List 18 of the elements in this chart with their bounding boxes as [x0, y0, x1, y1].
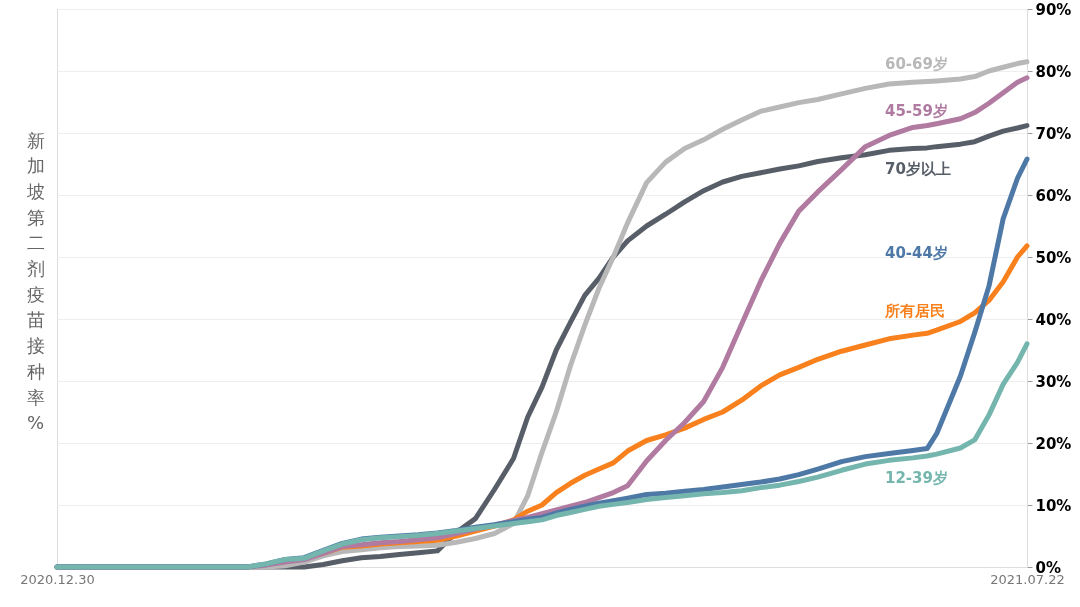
text: 新加坡第二剂疫苗接种率%	[26, 129, 45, 434]
y-tick-label: 60%	[1035, 186, 1072, 205]
y-tick-label: 30%	[1035, 372, 1072, 391]
series-label: 70岁以上	[885, 160, 951, 178]
series-label: 所有居民	[884, 302, 945, 320]
series-label: 12-39岁	[885, 469, 948, 487]
series-label: 45-59岁	[885, 102, 948, 120]
x-tick-label: 2021.07.22	[990, 571, 1065, 587]
y-tick-label: 70%	[1035, 124, 1072, 143]
y-tick-label: 10%	[1035, 496, 1072, 515]
y-tick-label: 90%	[1035, 0, 1072, 19]
x-tick-label: 2020.12.30	[20, 571, 95, 587]
y-tick-label: 20%	[1035, 434, 1072, 453]
series-label: 60-69岁	[885, 55, 948, 73]
y-tick-label: 50%	[1035, 248, 1072, 267]
y-tick-label: 80%	[1035, 62, 1072, 81]
y-tick-label: 40%	[1035, 310, 1072, 329]
text: 40-44岁	[885, 244, 948, 262]
